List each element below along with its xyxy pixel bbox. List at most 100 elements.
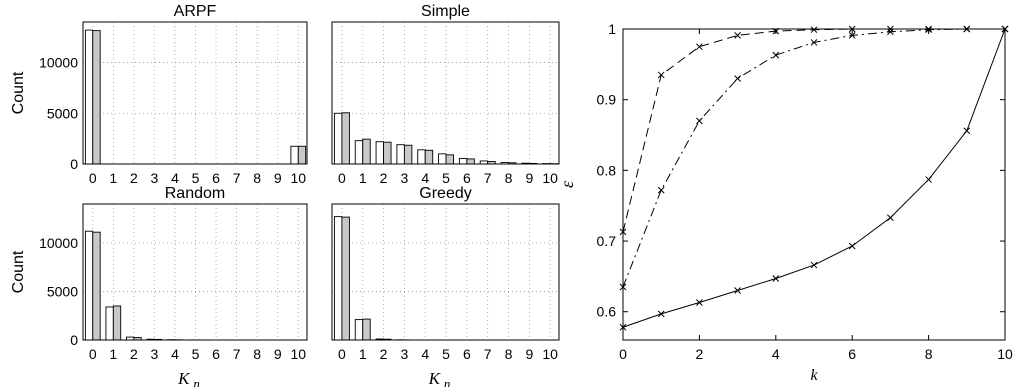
series-line-dashdot xyxy=(622,28,1005,288)
marker-stroke xyxy=(734,75,741,82)
x-tick-label: 0 xyxy=(89,346,97,362)
x-tick-label: 10 xyxy=(542,170,558,186)
marker-stroke xyxy=(734,287,741,294)
data-point-marker xyxy=(772,275,780,282)
data-point-marker xyxy=(696,43,703,51)
x-tick-label: 0 xyxy=(338,346,346,362)
data-point-marker xyxy=(619,283,627,291)
data-point-marker xyxy=(657,71,665,79)
y-tick-label: 1 xyxy=(608,21,616,37)
marker-stroke xyxy=(657,71,665,79)
marker-stroke xyxy=(696,117,703,125)
bar-1-series-1 xyxy=(354,319,364,341)
data-point-marker xyxy=(619,323,627,331)
y-tick-label: 5000 xyxy=(47,283,78,299)
data-point-marker xyxy=(810,39,818,46)
x-tick-label: 7 xyxy=(233,346,241,362)
x-tick-label: 3 xyxy=(400,170,408,186)
axes-frame xyxy=(82,203,308,341)
series-line-dashed xyxy=(622,28,1005,232)
x-tick-label: 9 xyxy=(525,170,533,186)
marker-stroke xyxy=(848,242,856,250)
marker-stroke xyxy=(925,26,932,34)
marker-stroke xyxy=(734,32,741,39)
x-tick-label: 1 xyxy=(359,170,367,186)
marker-stroke xyxy=(963,127,971,135)
x-tick-label: 5 xyxy=(192,170,200,186)
marker-stroke xyxy=(963,25,971,33)
data-point-marker xyxy=(657,310,665,318)
marker-stroke xyxy=(810,261,818,269)
x-tick-label: 4 xyxy=(171,170,179,186)
marker-stroke xyxy=(925,176,932,183)
data-point-marker xyxy=(810,261,818,269)
x-tick-label: 3 xyxy=(151,170,159,186)
x-tick-label: 2 xyxy=(380,346,388,362)
data-point-marker xyxy=(657,186,665,194)
x-tick-label: 5 xyxy=(442,346,450,362)
marker-stroke xyxy=(887,214,894,222)
y-tick-label: 5000 xyxy=(47,105,78,121)
bar-1-series-2 xyxy=(362,318,371,341)
x-tick-label: 8 xyxy=(505,170,513,186)
x-tick-label: 10 xyxy=(542,346,558,362)
bar-1-series-2 xyxy=(112,305,122,341)
marker-stroke xyxy=(619,228,627,236)
x-tick-label: 10 xyxy=(997,346,1013,362)
x-tick-label: 8 xyxy=(925,346,933,362)
bar-5-series-1 xyxy=(438,153,447,165)
bar-0-series-1 xyxy=(84,29,94,165)
x-tick-label: 5 xyxy=(192,346,200,362)
data-point-marker xyxy=(1001,25,1009,33)
panel-title: Simple xyxy=(421,3,470,20)
y-tick-label: 0.7 xyxy=(597,233,617,249)
x-tick-label: 7 xyxy=(484,170,492,186)
x-tick-label: 4 xyxy=(421,170,429,186)
x-tick-label: 3 xyxy=(400,346,408,362)
bar-0-series-2 xyxy=(92,30,101,165)
axes-frame xyxy=(331,21,560,165)
marker-stroke xyxy=(848,25,856,33)
bar-0-series-2 xyxy=(341,216,350,341)
x-tick-label: 4 xyxy=(772,346,780,362)
bar-0-series-1 xyxy=(333,112,343,165)
y-tick-label: 0.9 xyxy=(597,92,617,108)
data-point-marker xyxy=(925,26,932,34)
bar-1-series-1 xyxy=(105,306,114,341)
x-tick-label: 6 xyxy=(212,170,220,186)
bar-panel-greedy: 0 1 2 3 4 5 6 7 8 9 10 Greedy K n xyxy=(331,185,560,387)
y-axis-label: ε xyxy=(557,180,577,188)
data-point-marker xyxy=(887,25,894,33)
data-point-marker xyxy=(696,117,703,125)
y-tick-label: 0 xyxy=(70,332,78,348)
x-axis-label: k xyxy=(810,367,818,384)
data-point-marker xyxy=(848,242,856,250)
x-tick-label: 2 xyxy=(380,170,388,186)
x-tick-label: 7 xyxy=(484,346,492,362)
bar-2-series-2 xyxy=(383,141,392,165)
marker-stroke xyxy=(619,323,627,331)
x-tick-label: 4 xyxy=(171,346,179,362)
y-tick-label: 0.6 xyxy=(597,304,617,320)
x-tick-label: 1 xyxy=(109,346,117,362)
x-tick-label: 6 xyxy=(463,170,471,186)
data-point-marker xyxy=(963,127,971,135)
marker-stroke xyxy=(657,186,665,194)
axes-frame xyxy=(331,203,560,341)
data-point-marker xyxy=(848,25,856,33)
x-tick-label: 4 xyxy=(421,346,429,362)
y-tick-label: 10000 xyxy=(39,55,78,71)
bar-panel-simple: 0 1 2 3 4 5 6 7 8 9 10 Simple xyxy=(331,3,560,186)
x-tick-label: 1 xyxy=(359,346,367,362)
panel-title: Random xyxy=(165,185,225,202)
bar-3-series-1 xyxy=(396,144,405,165)
x-tick-label: 6 xyxy=(848,346,856,362)
bar-2-series-1 xyxy=(375,141,385,165)
y-axis-label: Count xyxy=(10,250,27,293)
x-tick-label: 2 xyxy=(696,346,704,362)
x-tick-label: 1 xyxy=(109,170,117,186)
panel-title: ARPF xyxy=(174,3,217,20)
